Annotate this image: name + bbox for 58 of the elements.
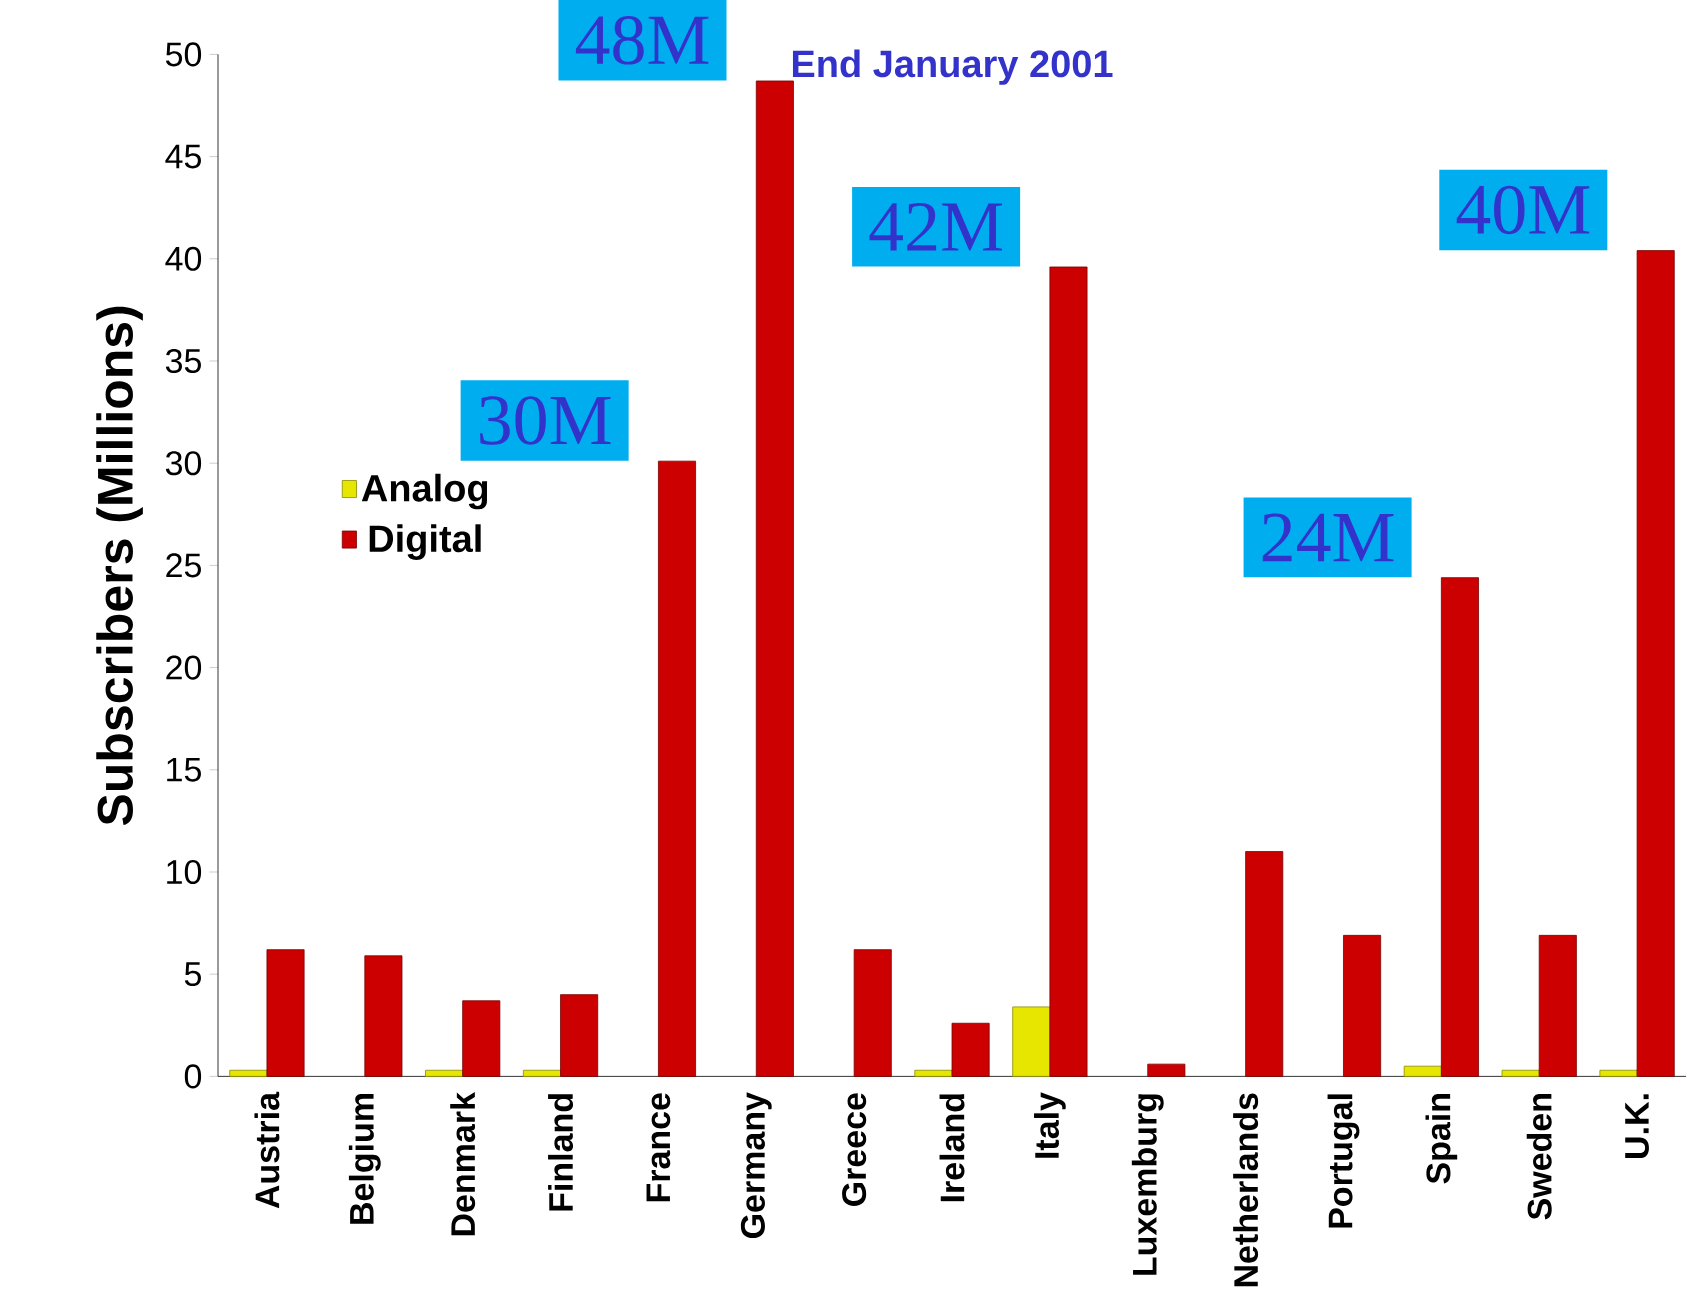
bar xyxy=(1599,1069,1638,1077)
x-tick-label: Netherlands xyxy=(1233,1093,1259,1287)
y-axis-title: Subscribers (Millions) xyxy=(96,306,143,825)
bar xyxy=(1245,850,1284,1077)
bar xyxy=(425,1069,464,1077)
legend-label: Analog xyxy=(361,473,488,510)
bar xyxy=(1636,250,1675,1077)
x-tick-label: Sweden xyxy=(1526,1093,1552,1220)
bar xyxy=(1049,266,1088,1077)
y-tick-label: 30 xyxy=(165,450,202,476)
x-tick-label: Belgium xyxy=(348,1093,381,1224)
bar xyxy=(853,949,892,1077)
y-tick-label: 15 xyxy=(167,757,201,782)
bar xyxy=(560,994,599,1077)
bar xyxy=(1147,1063,1186,1077)
annotation: 40M xyxy=(1456,185,1590,235)
bar xyxy=(522,1069,561,1077)
x-tick-label: Ireland xyxy=(939,1094,965,1201)
x-tick-label: Austria xyxy=(254,1091,280,1209)
bar xyxy=(1012,1006,1051,1077)
x-tick-label: Greece xyxy=(842,1092,867,1206)
bar xyxy=(1501,1069,1540,1077)
bar xyxy=(1403,1065,1442,1077)
annotation: 42M xyxy=(869,202,1002,251)
bar xyxy=(266,949,305,1077)
y-tick-label: 40 xyxy=(165,246,202,271)
bar xyxy=(1343,934,1382,1077)
bar xyxy=(658,460,696,1077)
y-tick-label: 10 xyxy=(167,859,202,884)
bar xyxy=(951,1022,990,1077)
annotation: 30M xyxy=(480,395,611,445)
x-tick-label: Portugal xyxy=(1327,1094,1360,1228)
y-tick-label: 35 xyxy=(165,348,201,373)
y-tick-label: 45 xyxy=(165,144,201,169)
bar xyxy=(1538,934,1577,1077)
chart-title: End January 2001 xyxy=(792,49,1113,85)
bar xyxy=(364,955,403,1077)
y-tick-label: 50 xyxy=(165,42,202,67)
bar xyxy=(914,1069,953,1077)
bar xyxy=(462,1000,501,1077)
x-tick-label: Finland xyxy=(548,1094,574,1211)
annotation: 48M xyxy=(575,15,709,65)
x-tick-label: France xyxy=(646,1092,671,1202)
x-tick-label: Italy xyxy=(1034,1091,1066,1158)
y-tick-label: 25 xyxy=(166,553,201,578)
y-tick-label: 20 xyxy=(166,655,202,680)
x-tick-label: Denmark xyxy=(450,1091,476,1236)
annotation: 24M xyxy=(1262,513,1394,562)
bar xyxy=(1440,577,1479,1077)
bar xyxy=(229,1069,268,1077)
legend-label: Digital xyxy=(369,524,481,560)
bar xyxy=(755,80,794,1077)
y-tick-label: 0 xyxy=(184,1064,202,1089)
x-tick-label: Spain xyxy=(1425,1093,1458,1184)
x-tick-label: Germany xyxy=(740,1092,772,1238)
x-tick-label: Luxemburg xyxy=(1131,1094,1164,1275)
x-tick-label: U.K. xyxy=(1625,1094,1649,1158)
y-tick-label: 5 xyxy=(184,962,201,986)
